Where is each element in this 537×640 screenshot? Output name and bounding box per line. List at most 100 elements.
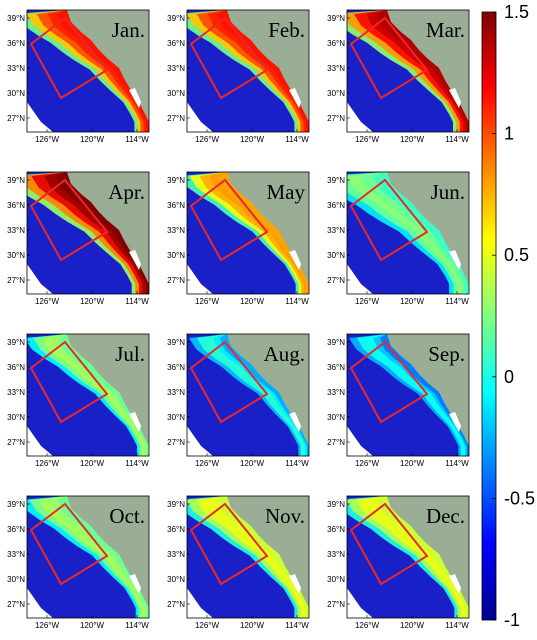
colorbar-tick-label: 0.5: [504, 245, 529, 265]
value-band: [218, 172, 309, 294]
study-region-box: [349, 16, 429, 100]
colorbar-tick-label: 0: [504, 367, 514, 387]
month-label: Sep.: [428, 342, 465, 366]
lat-tick-label: 33°N: [327, 226, 345, 235]
lon-tick-label: 120°W: [240, 459, 265, 468]
colorbar-tick-label: -0.5: [504, 488, 535, 508]
panel-frame: [186, 9, 310, 133]
value-band: [49, 496, 149, 618]
lat-tick-label: 33°N: [327, 388, 345, 397]
value-band: [58, 496, 149, 618]
lat-tick-label: 33°N: [167, 226, 185, 235]
map-panel: Dec. 39°N 36°N 33°N 30°N 27°N 126°W 120°W 114°W: [327, 495, 470, 630]
lat-tick-label: 27°N: [167, 114, 185, 123]
month-label: Aug.: [264, 342, 305, 366]
lat-tick-label: 27°N: [7, 276, 25, 285]
map-panel: Oct. 39°N 36°N 33°N 30°N 27°N 126°W 120°W 114°W: [7, 495, 150, 630]
coast-land: [67, 10, 149, 132]
no-data-corner: [347, 264, 373, 294]
lat-tick-label: 36°N: [7, 525, 25, 534]
value-band: [33, 334, 149, 456]
value-band: [356, 496, 469, 618]
month-label: Feb.: [268, 18, 305, 42]
lat-tick-label: 39°N: [327, 500, 345, 509]
no-data-corner: [187, 588, 213, 618]
ocean-area: [187, 334, 309, 456]
study-region-box: [349, 340, 429, 424]
value-band: [27, 334, 149, 456]
lon-tick-label: 120°W: [240, 297, 265, 306]
lat-tick-label: 36°N: [327, 363, 345, 372]
coast-land: [67, 172, 149, 294]
value-band: [55, 172, 149, 294]
lon-tick-label: 120°W: [80, 459, 105, 468]
panel-frame: [346, 9, 470, 133]
lat-tick-label: 39°N: [167, 14, 185, 23]
lat-tick-label: 33°N: [327, 550, 345, 559]
white-landmass: [129, 574, 141, 594]
panel-frame: [26, 495, 150, 619]
panel-frame: [26, 9, 150, 133]
lat-tick-label: 36°N: [167, 525, 185, 534]
value-band: [354, 10, 469, 132]
lat-tick-label: 27°N: [327, 276, 345, 285]
lat-tick-label: 30°N: [7, 575, 25, 584]
study-region-box: [349, 178, 429, 262]
coast-land: [387, 334, 469, 456]
coast-land: [387, 172, 469, 294]
value-band: [217, 496, 309, 618]
month-label: Apr.: [108, 180, 145, 204]
panel-frame: [26, 333, 150, 457]
lat-tick-label: 39°N: [7, 176, 25, 185]
lat-tick-label: 27°N: [7, 438, 25, 447]
map-panel: Sep. 39°N 36°N 33°N 30°N 27°N 126°W 120°W 114°W: [327, 333, 470, 468]
value-band: [205, 334, 309, 456]
lat-tick-label: 27°N: [327, 438, 345, 447]
value-band: [366, 10, 469, 132]
value-band: [199, 172, 309, 294]
value-band: [365, 334, 469, 456]
lat-tick-label: 33°N: [7, 226, 25, 235]
study-region-box: [189, 340, 269, 424]
lat-tick-label: 39°N: [167, 176, 185, 185]
value-band: [51, 334, 149, 456]
white-landmass: [289, 574, 301, 594]
study-region-box: [29, 178, 109, 262]
lon-tick-label: 120°W: [240, 135, 265, 144]
value-band: [27, 496, 149, 618]
value-band: [44, 172, 149, 294]
lon-tick-label: 126°W: [355, 459, 380, 468]
value-band: [29, 496, 149, 618]
lat-tick-label: 36°N: [7, 363, 25, 372]
value-band: [207, 496, 309, 618]
lat-tick-label: 39°N: [7, 14, 25, 23]
lat-tick-label: 33°N: [167, 64, 185, 73]
lon-tick-label: 114°W: [285, 135, 309, 144]
lat-tick-label: 39°N: [327, 176, 345, 185]
value-band: [42, 334, 149, 456]
lat-tick-label: 39°N: [167, 500, 185, 509]
value-band: [209, 172, 309, 294]
white-landmass: [449, 574, 461, 594]
lat-tick-label: 36°N: [167, 363, 185, 372]
lat-tick-label: 33°N: [327, 64, 345, 73]
lon-tick-label: 114°W: [445, 459, 469, 468]
lon-tick-label: 126°W: [195, 135, 220, 144]
white-landmass: [129, 412, 141, 432]
lon-tick-label: 126°W: [355, 297, 380, 306]
lon-tick-label: 114°W: [125, 621, 149, 630]
coast-land: [227, 334, 309, 456]
lat-tick-label: 30°N: [327, 575, 345, 584]
no-data-corner: [347, 102, 373, 132]
value-band: [349, 334, 469, 456]
lon-tick-label: 120°W: [400, 135, 425, 144]
lon-tick-label: 114°W: [445, 297, 469, 306]
lon-tick-label: 114°W: [445, 621, 469, 630]
lon-tick-label: 114°W: [285, 621, 309, 630]
value-band: [373, 334, 469, 456]
lon-tick-label: 114°W: [445, 135, 469, 144]
value-band: [207, 10, 309, 132]
value-band: [187, 496, 309, 618]
lat-tick-label: 30°N: [7, 413, 25, 422]
